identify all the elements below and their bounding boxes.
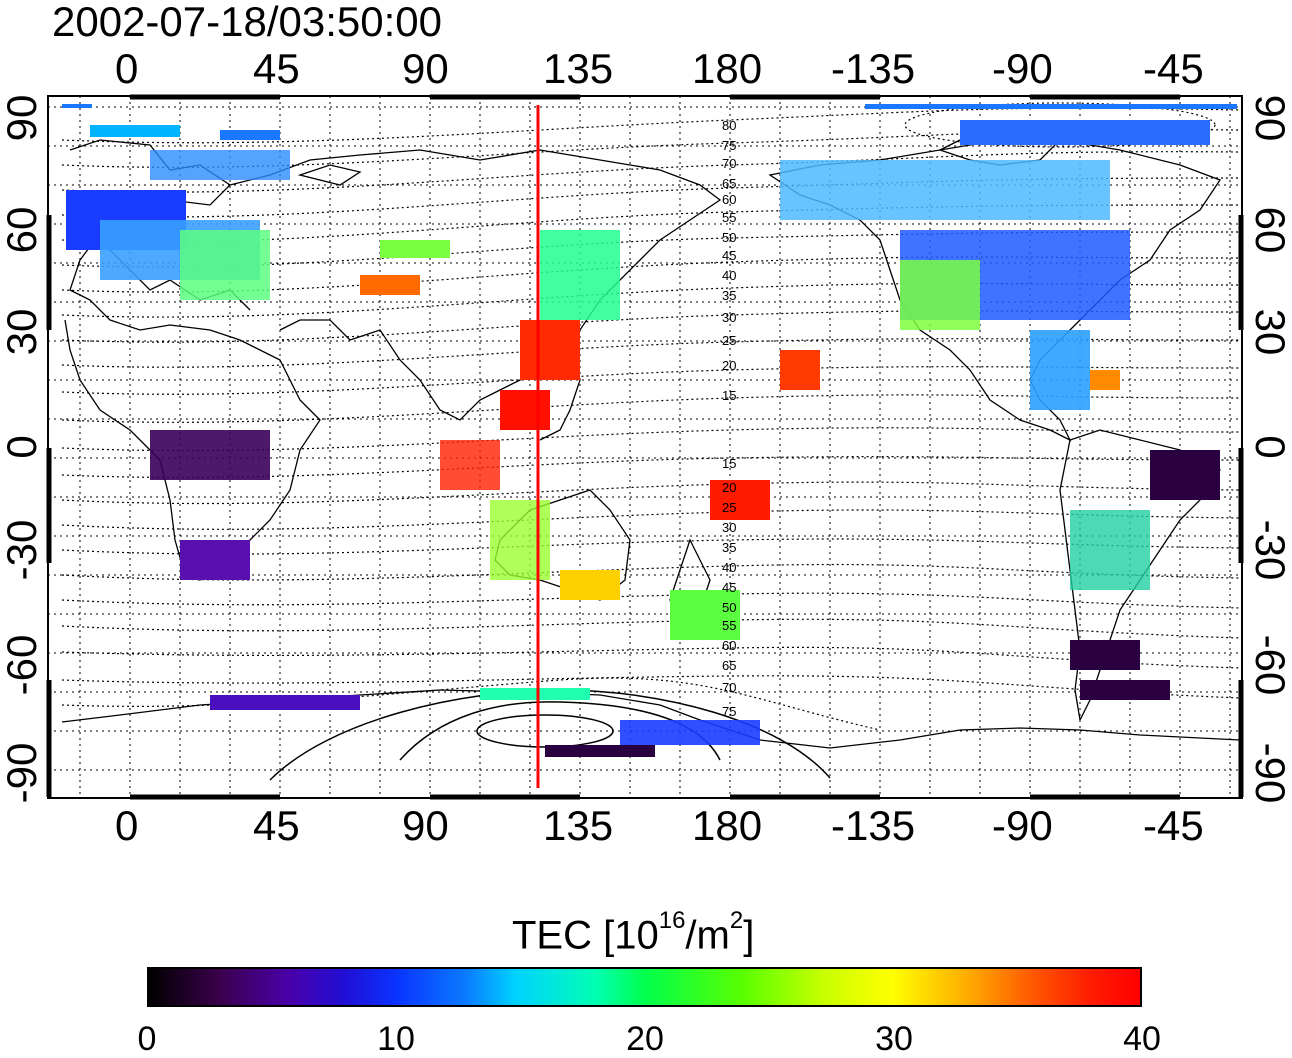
contour-label-s15: 15 (722, 456, 736, 471)
contour-label-n15: 15 (722, 388, 736, 403)
frame-ticks (46, 94, 1244, 800)
bottom-tick-4: 180 (692, 802, 763, 849)
top-tick-3: 135 (543, 45, 614, 92)
colorbar-tick-40: 40 (1123, 1020, 1161, 1058)
timestamp-title: 2002-07-18/03:50:00 (52, 0, 442, 45)
contour-label-s70: 70 (722, 680, 736, 695)
colorbar-tick-10: 10 (377, 1020, 415, 1058)
bottom-tick-7: -45 (1143, 802, 1204, 849)
contour-label-n20: 20 (722, 358, 736, 373)
tec-colorbar (147, 967, 1142, 1007)
top-tick-4: 180 (692, 45, 763, 92)
bottom-tick-5: -135 (831, 802, 916, 849)
contour-label-n35: 35 (722, 288, 736, 303)
contour-label-s20: 20 (722, 480, 736, 495)
contour-label-s45: 45 (722, 580, 736, 595)
bottom-tick-0: 0 (115, 802, 139, 849)
contour-label-s25: 25 (722, 500, 736, 515)
contour-label-n40: 40 (722, 268, 736, 283)
contour-label-s75: 75 (722, 704, 736, 719)
top-tick-5: -135 (831, 45, 916, 92)
colorbar-tick-20: 20 (626, 1020, 664, 1058)
colorbar-title-unit: /m (685, 913, 730, 958)
contour-label-n75: 75 (722, 138, 736, 153)
contour-label-n30: 30 (722, 310, 736, 325)
contour-labels: 80 75 70 65 60 55 50 45 40 35 30 25 20 1… (722, 118, 736, 719)
contour-label-n45: 45 (722, 248, 736, 263)
contour-label-s50: 50 (722, 600, 736, 615)
contour-label-n25: 25 (722, 333, 736, 348)
top-tick-6: -90 (992, 45, 1053, 92)
colorbar-title: TEC [1016/m2] (512, 905, 754, 957)
top-tick-2: 90 (402, 45, 449, 92)
top-tick-0: 0 (115, 45, 139, 92)
colorbar-title-unit-exponent: 2 (729, 907, 744, 934)
contour-label-s65: 65 (722, 658, 736, 673)
colorbar-title-main: TEC [10 (512, 913, 659, 958)
map-frame (47, 95, 1243, 799)
top-tick-1: 45 (253, 45, 300, 92)
contour-label-s55: 55 (722, 618, 736, 633)
contour-label-s35: 35 (722, 540, 736, 555)
bottom-tick-1: 45 (253, 802, 300, 849)
contour-label-s60: 60 (722, 638, 736, 653)
tec-data-patches (62, 104, 1237, 757)
contour-label-n70: 70 (722, 156, 736, 171)
contour-label-n80: 80 (722, 118, 736, 133)
contour-label-n65: 65 (722, 176, 736, 191)
contour-label-n55: 55 (722, 210, 736, 225)
top-tick-7: -45 (1143, 45, 1204, 92)
bottom-tick-6: -90 (992, 802, 1053, 849)
contour-label-s40: 40 (722, 560, 736, 575)
bottom-tick-3: 135 (543, 802, 614, 849)
colorbar-tick-30: 30 (875, 1020, 913, 1058)
contour-label-n50: 50 (722, 230, 736, 245)
colorbar-tick-0: 0 (137, 1020, 157, 1058)
colorbar-title-end: ] (743, 913, 755, 958)
contour-label-s30: 30 (722, 520, 736, 535)
bottom-tick-2: 90 (402, 802, 449, 849)
colorbar-title-exponent: 16 (658, 907, 686, 934)
contour-label-n60: 60 (722, 192, 736, 207)
